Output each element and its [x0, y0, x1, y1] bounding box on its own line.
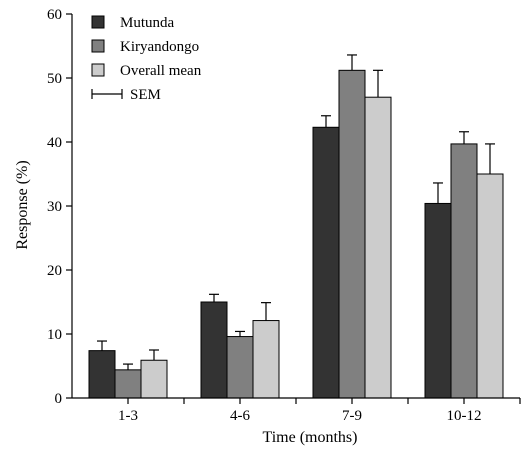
y-tick-label-40: 40: [47, 135, 62, 151]
x-axis-title: Time (months): [263, 429, 358, 446]
y-tick-label-10: 10: [47, 327, 62, 343]
bar-overall-mean-7-9: [364, 96, 392, 399]
bar-mutunda-7-9: [312, 126, 340, 399]
axes: 0 10 20 30 40 50 60 1-3 4-6 7-9 10-12: [47, 7, 521, 424]
y-tick-label-50: 50: [47, 71, 62, 87]
plot-area: [88, 54, 504, 399]
y-tick-label-20: 20: [47, 263, 62, 279]
x-tick-label-10-12: 10-12: [447, 408, 482, 424]
bar-kiryandongo-4-6: [226, 336, 254, 399]
legend-swatch-kiryandongo: [91, 39, 105, 53]
bar-kiryandongo-10-12: [450, 143, 478, 399]
bar-overall-mean-10-12: [476, 173, 504, 399]
bar-kiryandongo-1-3: [114, 369, 142, 399]
x-tick-label-1-3: 1-3: [118, 408, 138, 424]
legend-swatch-overall-mean: [91, 63, 105, 77]
y-tick-label-30: 30: [47, 199, 62, 215]
y-tick-label-0: 0: [55, 391, 63, 407]
bar-kiryandongo-7-9: [338, 69, 366, 399]
bar-overall-mean-4-6: [252, 320, 280, 399]
bar-mutunda-10-12: [424, 202, 452, 399]
legend-label-mutunda: Mutunda: [120, 15, 175, 31]
bar-overall-mean-1-3: [140, 359, 168, 399]
x-tick-label-7-9: 7-9: [342, 408, 362, 424]
y-tick-label-60: 60: [47, 7, 62, 23]
legend-label-kiryandongo: Kiryandongo: [120, 39, 199, 55]
legend-label-overall-mean: Overall mean: [120, 63, 202, 79]
legend-swatch-mutunda: [91, 15, 105, 29]
legend-label-sem: SEM: [130, 87, 161, 103]
legend: Mutunda Kiryandongo Overall mean SEM: [91, 15, 202, 103]
x-tick-label-4-6: 4-6: [230, 408, 250, 424]
bar-mutunda-4-6: [200, 301, 228, 399]
y-axis-title: Response (%): [14, 160, 31, 249]
bar-mutunda-1-3: [88, 350, 116, 399]
